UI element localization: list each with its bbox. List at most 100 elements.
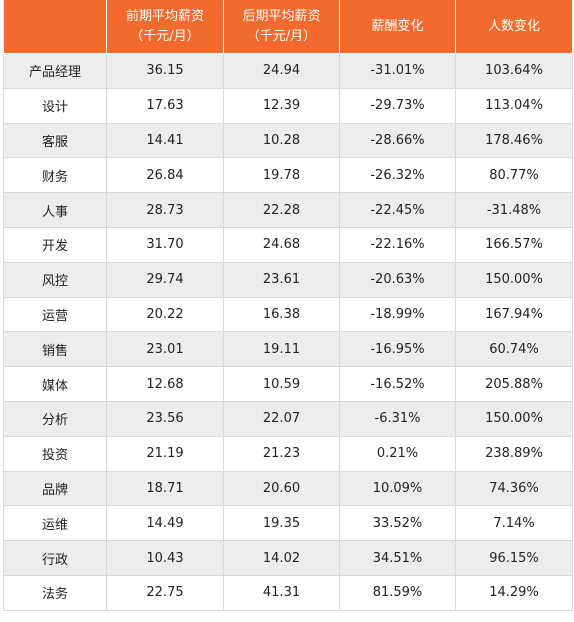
prev-salary-cell: 18.71: [106, 470, 224, 507]
salary-change-table: 前期平均薪资 （千元/月） 后期平均薪资 （千元/月） 薪酬变化 人数变化 产品经理 36.…: [3, 0, 573, 611]
table-row: 风控 29.74 23.61 -20.63% 150.00%: [3, 261, 573, 298]
job-category-cell: 销售: [3, 331, 107, 368]
salary-change-cell: -22.16%: [339, 226, 456, 263]
job-category-cell: 产品经理: [3, 53, 107, 89]
table-row: 客服 14.41 10.28 -28.66% 178.46%: [3, 122, 573, 159]
headcount-change-cell: 167.94%: [455, 296, 573, 333]
headcount-change-cell: 150.00%: [455, 261, 573, 298]
next-salary-cell: 10.59: [223, 366, 340, 402]
salary-change-cell: -26.32%: [339, 157, 456, 194]
table-row: 分析 23.56 22.07 -6.31% 150.00%: [3, 400, 573, 437]
next-salary-cell: 14.02: [223, 540, 340, 576]
table-row: 设计 17.63 12.39 -29.73% 113.04%: [3, 87, 573, 124]
table-row: 销售 23.01 19.11 -16.95% 60.74%: [3, 331, 573, 368]
header-prev-salary: 前期平均薪资 （千元/月）: [106, 0, 224, 54]
prev-salary-cell: 10.43: [106, 540, 224, 576]
salary-change-cell: -18.99%: [339, 296, 456, 333]
next-salary-cell: 22.07: [223, 400, 340, 437]
salary-change-cell: 81.59%: [339, 574, 456, 611]
salary-change-cell: -20.63%: [339, 261, 456, 298]
prev-salary-cell: 26.84: [106, 157, 224, 194]
salary-change-cell: -22.45%: [339, 192, 456, 228]
salary-change-cell: 34.51%: [339, 540, 456, 576]
headcount-change-cell: 113.04%: [455, 87, 573, 124]
headcount-change-cell: 150.00%: [455, 400, 573, 437]
job-category-cell: 品牌: [3, 470, 107, 507]
job-category-cell: 开发: [3, 226, 107, 263]
next-salary-cell: 19.78: [223, 157, 340, 194]
prev-salary-cell: 14.41: [106, 122, 224, 159]
table-row: 法务 22.75 41.31 81.59% 14.29%: [3, 574, 573, 611]
next-salary-cell: 12.39: [223, 87, 340, 124]
header-next-salary: 后期平均薪资 （千元/月）: [223, 0, 340, 54]
job-category-cell: 风控: [3, 261, 107, 298]
header-corner: [3, 0, 107, 54]
prev-salary-cell: 23.01: [106, 331, 224, 368]
table-row: 媒体 12.68 10.59 -16.52% 205.88%: [3, 366, 573, 402]
headcount-change-cell: 238.89%: [455, 435, 573, 472]
salary-change-cell: -16.95%: [339, 331, 456, 368]
column-header-title: 后期平均薪资: [242, 8, 321, 24]
headcount-change-cell: 7.14%: [455, 505, 573, 542]
prev-salary-cell: 14.49: [106, 505, 224, 542]
prev-salary-cell: 29.74: [106, 261, 224, 298]
headcount-change-cell: 80.77%: [455, 157, 573, 194]
prev-salary-cell: 28.73: [106, 192, 224, 228]
job-category-cell: 媒体: [3, 366, 107, 402]
table-row: 财务 26.84 19.78 -26.32% 80.77%: [3, 157, 573, 194]
salary-change-cell: 0.21%: [339, 435, 456, 472]
column-header-title: 前期平均薪资: [125, 8, 204, 24]
table-row: 开发 31.70 24.68 -22.16% 166.57%: [3, 226, 573, 263]
salary-change-cell: -31.01%: [339, 53, 456, 89]
table-row: 产品经理 36.15 24.94 -31.01% 103.64%: [3, 53, 573, 89]
headcount-change-cell: 96.15%: [455, 540, 573, 576]
salary-change-cell: 33.52%: [339, 505, 456, 542]
job-category-cell: 财务: [3, 157, 107, 194]
column-header-title: 薪酬变化: [371, 18, 424, 34]
headcount-change-cell: 103.64%: [455, 53, 573, 89]
headcount-change-cell: 166.57%: [455, 226, 573, 263]
header-headcount-change: 人数变化: [455, 0, 573, 54]
next-salary-cell: 22.28: [223, 192, 340, 228]
job-category-cell: 运营: [3, 296, 107, 333]
table-header: 前期平均薪资 （千元/月） 后期平均薪资 （千元/月） 薪酬变化 人数变化: [3, 0, 573, 54]
headcount-change-cell: 14.29%: [455, 574, 573, 611]
job-category-cell: 行政: [3, 540, 107, 576]
column-header-title: 人数变化: [487, 18, 540, 34]
job-category-cell: 客服: [3, 122, 107, 159]
job-category-cell: 投资: [3, 435, 107, 472]
next-salary-cell: 20.60: [223, 470, 340, 507]
prev-salary-cell: 36.15: [106, 53, 224, 89]
column-header-unit: （千元/月）: [130, 28, 200, 44]
job-category-cell: 法务: [3, 574, 107, 611]
prev-salary-cell: 21.19: [106, 435, 224, 472]
salary-change-cell: -16.52%: [339, 366, 456, 402]
table-row: 投资 21.19 21.23 0.21% 238.89%: [3, 435, 573, 472]
header-salary-change: 薪酬变化: [339, 0, 456, 54]
next-salary-cell: 21.23: [223, 435, 340, 472]
job-category-cell: 分析: [3, 400, 107, 437]
salary-change-cell: -28.66%: [339, 122, 456, 159]
headcount-change-cell: 60.74%: [455, 331, 573, 368]
table-row: 运营 20.22 16.38 -18.99% 167.94%: [3, 296, 573, 333]
salary-change-cell: -29.73%: [339, 87, 456, 124]
prev-salary-cell: 31.70: [106, 226, 224, 263]
salary-change-cell: 10.09%: [339, 470, 456, 507]
table-row: 运维 14.49 19.35 33.52% 7.14%: [3, 505, 573, 542]
salary-change-cell: -6.31%: [339, 400, 456, 437]
headcount-change-cell: 178.46%: [455, 122, 573, 159]
header-row: 前期平均薪资 （千元/月） 后期平均薪资 （千元/月） 薪酬变化 人数变化: [3, 0, 573, 54]
job-category-cell: 运维: [3, 505, 107, 542]
next-salary-cell: 10.28: [223, 122, 340, 159]
table-row: 行政 10.43 14.02 34.51% 96.15%: [3, 540, 573, 576]
prev-salary-cell: 12.68: [106, 366, 224, 402]
table-body: 产品经理 36.15 24.94 -31.01% 103.64% 设计 17.63 12.39…: [3, 53, 573, 611]
column-header-unit: （千元/月）: [246, 28, 317, 44]
job-category-cell: 人事: [3, 192, 107, 228]
prev-salary-cell: 23.56: [106, 400, 224, 437]
next-salary-cell: 19.11: [223, 331, 340, 368]
next-salary-cell: 41.31: [223, 574, 340, 611]
next-salary-cell: 24.94: [223, 53, 340, 89]
prev-salary-cell: 17.63: [106, 87, 224, 124]
